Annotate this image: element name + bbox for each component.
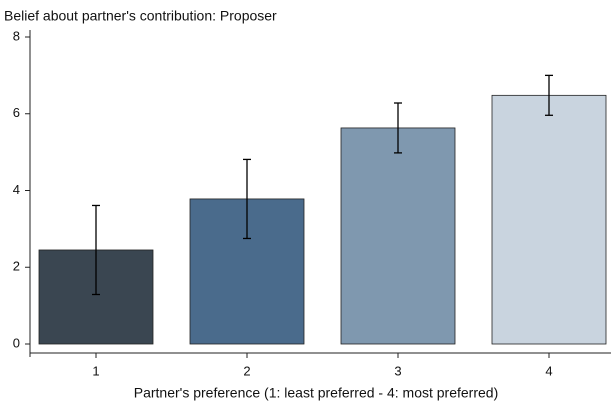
y-tick-label: 4 bbox=[13, 182, 20, 197]
x-tick-label: 4 bbox=[545, 363, 552, 378]
y-tick-label: 6 bbox=[13, 105, 20, 120]
x-tick-label: 3 bbox=[394, 363, 401, 378]
y-tick-label: 0 bbox=[13, 335, 20, 350]
x-tick-label: 2 bbox=[243, 363, 250, 378]
chart-title: Belief about partner's contribution: Pro… bbox=[4, 8, 277, 24]
x-axis-label: Partner's preference (1: least preferred… bbox=[134, 385, 499, 401]
y-tick-label: 8 bbox=[13, 28, 20, 43]
y-tick-label: 2 bbox=[13, 259, 20, 274]
bar bbox=[491, 94, 607, 345]
bar bbox=[340, 127, 456, 345]
x-tick-label: 1 bbox=[92, 363, 99, 378]
